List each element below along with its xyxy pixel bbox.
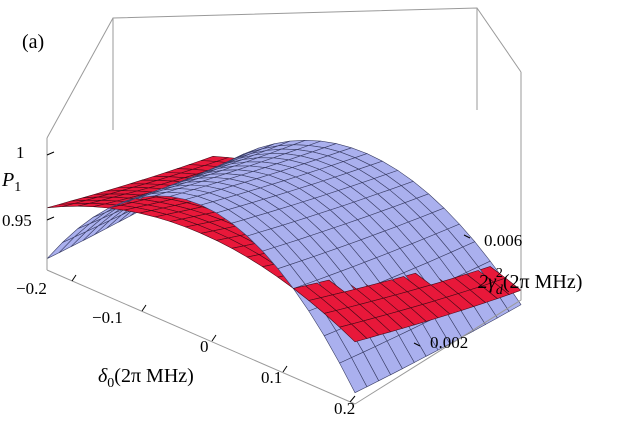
surfaces [46,139,522,394]
front-box-edges [46,72,522,405]
y-tick-label: 0.006 [484,231,522,250]
tick-marks [46,151,471,403]
red-surface-patch [339,323,368,343]
blue-surface-patch [339,357,368,394]
x-tick-label: 0.1 [261,368,282,387]
y-tick-label: 0.002 [430,333,468,352]
y-axis-label: 2γ2 d(2π MHz) [478,266,582,298]
x-tick-label: 0.2 [334,399,355,418]
x-tick-label: 0 [200,337,209,356]
x-tick-label: −0.2 [16,279,47,298]
blue-surface-patch [46,236,75,259]
x-axis-label: δ0(2π MHz) [98,365,194,391]
z-tick-label: 0.95 [2,211,32,230]
x-tick-label: −0.1 [92,308,123,327]
z-tick-label: 1 [16,143,25,162]
z-axis-label: P1 [1,169,21,195]
panel-label: (a) [22,31,44,53]
